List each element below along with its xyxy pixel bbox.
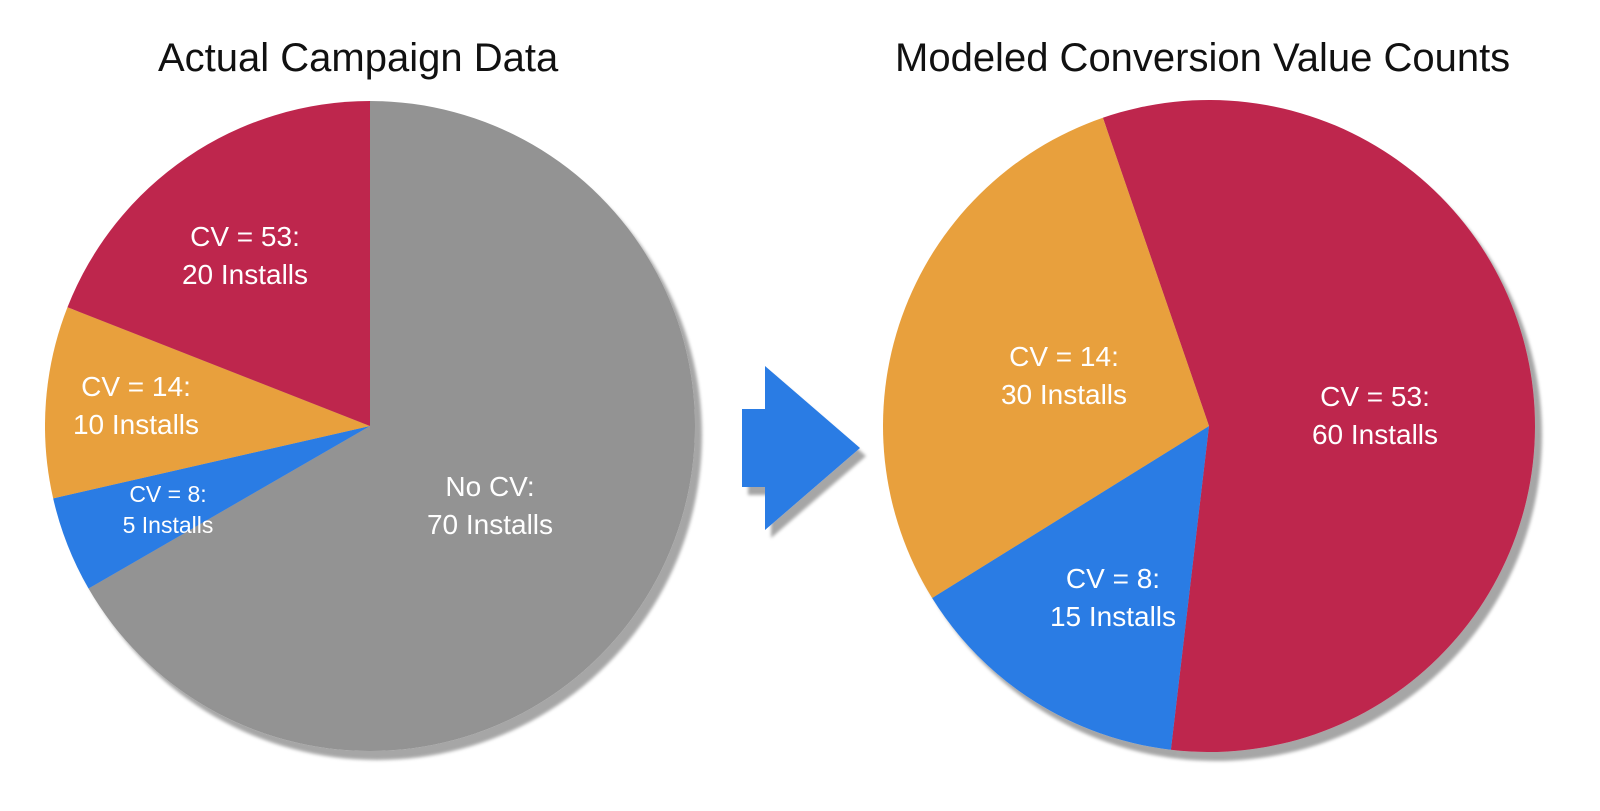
chart-title-modeled: Modeled Conversion Value Counts xyxy=(895,36,1511,80)
slice-label: CV = 14: xyxy=(81,371,191,402)
pie-chart-actual xyxy=(45,101,695,751)
pie-chart-modeled xyxy=(883,99,1536,752)
slice-value-label: 60 Installs xyxy=(1312,419,1438,450)
slice-value-label: 15 Installs xyxy=(1050,601,1176,632)
slice-value-label: 10 Installs xyxy=(73,409,199,440)
chart-title-actual: Actual Campaign Data xyxy=(158,36,559,80)
pie-labels-modeled: CV = 53: 60 Installs CV = 8: 15 Installs CV … xyxy=(1001,341,1438,632)
slice-value-label: 70 Installs xyxy=(427,509,553,540)
slice-label: CV = 8: xyxy=(129,481,206,507)
slice-value-label: 5 Installs xyxy=(123,512,214,538)
pie-slice-cv-14 xyxy=(883,117,1209,599)
pie-slice-cv-8 xyxy=(932,426,1209,750)
pie-labels-actual: No CV: 70 Installs CV = 8: 5 Installs CV = 1… xyxy=(73,221,553,540)
slice-label: CV = 8: xyxy=(1066,563,1160,594)
pie-slice-cv-53 xyxy=(67,101,370,426)
slice-label: CV = 53: xyxy=(190,221,300,252)
slice-label: CV = 14: xyxy=(1009,341,1119,372)
pie-slice-no-cv xyxy=(88,101,695,751)
right-arrow-icon xyxy=(742,366,860,530)
slice-label: No CV: xyxy=(445,471,534,502)
pie-slice-cv-8 xyxy=(53,426,371,589)
slice-value-label: 30 Installs xyxy=(1001,379,1127,410)
slice-label: CV = 53: xyxy=(1320,381,1430,412)
pie-slice-cv-14 xyxy=(45,307,370,499)
slice-value-label: 20 Installs xyxy=(182,259,308,290)
pie-slice-cv-53 xyxy=(1102,99,1536,752)
